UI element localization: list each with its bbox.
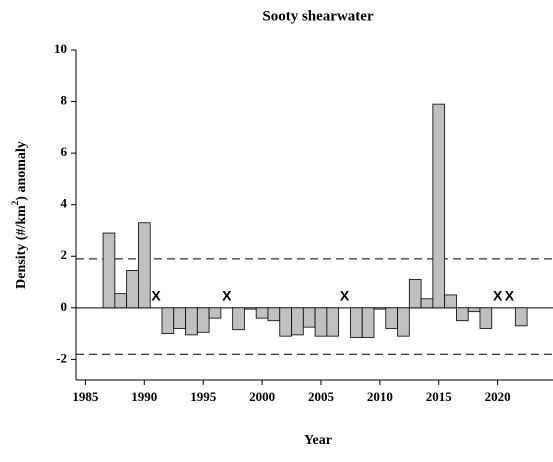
bar xyxy=(185,307,198,336)
bar xyxy=(479,307,493,329)
bar xyxy=(456,307,469,322)
bar xyxy=(302,307,316,328)
bar xyxy=(244,307,257,310)
bar xyxy=(126,270,139,309)
y-tick-label: 0 xyxy=(61,299,68,314)
y-tick-label: 10 xyxy=(54,41,67,56)
y-label-part: Density (#/km xyxy=(14,205,29,289)
y-tick-label: -2 xyxy=(56,350,67,365)
bar xyxy=(255,307,269,319)
bar xyxy=(385,307,398,329)
bar xyxy=(267,307,281,322)
x-tick-label: 1985 xyxy=(72,389,99,404)
x-tick-label: 2015 xyxy=(426,389,453,404)
x-tick-label: 1995 xyxy=(190,389,217,404)
bar xyxy=(138,222,151,309)
missing-marker: X xyxy=(340,288,350,304)
bar xyxy=(173,307,186,329)
bar xyxy=(397,307,410,337)
bar xyxy=(350,307,363,338)
bar xyxy=(291,307,304,336)
bar xyxy=(114,293,128,309)
x-tick-label: 2000 xyxy=(249,389,275,404)
bar xyxy=(161,307,175,334)
bar xyxy=(432,103,446,309)
bar xyxy=(279,307,292,337)
missing-marker: X xyxy=(222,288,232,304)
bar xyxy=(373,307,387,310)
bar xyxy=(232,307,245,331)
x-tick-label: 2005 xyxy=(308,389,335,404)
y-tick-label: 4 xyxy=(61,196,68,211)
bar xyxy=(102,232,116,309)
y-tick-label: 2 xyxy=(61,247,68,262)
y-label-sup: 2 xyxy=(10,200,20,205)
x-axis-label: Year xyxy=(304,433,332,448)
bar xyxy=(208,307,222,319)
bar xyxy=(408,279,422,309)
x-tick-label: 1990 xyxy=(131,389,157,404)
x-tick-label: 2020 xyxy=(485,389,511,404)
missing-marker: X xyxy=(505,288,515,304)
bar xyxy=(514,307,528,327)
missing-marker: X xyxy=(151,288,161,304)
bar xyxy=(196,307,210,333)
missing-marker: X xyxy=(493,288,503,304)
y-tick-label: 6 xyxy=(61,144,68,159)
bar xyxy=(314,307,328,337)
y-axis-label: Density (#/km2) anomaly xyxy=(10,141,29,289)
y-label-part: ) anomaly xyxy=(14,141,29,201)
bar xyxy=(420,298,434,309)
bar xyxy=(361,307,375,338)
x-tick-label: 2010 xyxy=(367,389,393,404)
bar xyxy=(326,307,340,337)
bar xyxy=(444,294,457,309)
bar xyxy=(467,307,481,313)
chart-title: Sooty shearwater xyxy=(262,8,374,24)
y-tick-label: 8 xyxy=(61,93,68,108)
